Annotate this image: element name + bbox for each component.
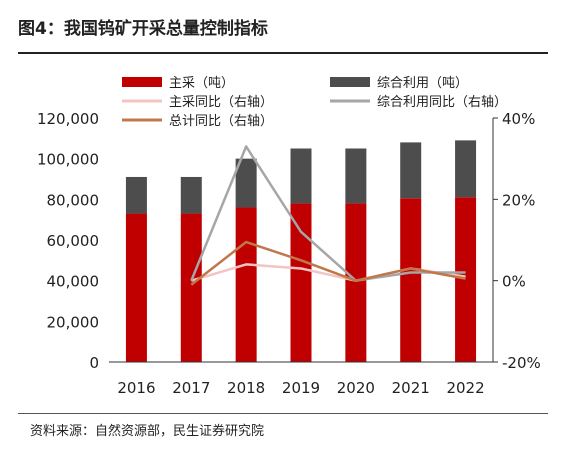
bar-segment (235, 158, 257, 208)
bar-segment (180, 213, 202, 362)
legend-swatch (122, 77, 162, 87)
left-y-tick-label: 60,000 (47, 232, 100, 250)
x-tick-label: 2021 (392, 379, 430, 397)
legend-label: 总计同比（右轴） (169, 114, 273, 129)
series-line (190, 145, 466, 282)
title-divider (18, 52, 548, 54)
right-y-tick-label: 0% (502, 273, 526, 291)
bar-segment (455, 140, 477, 198)
bar-segment (400, 198, 422, 362)
left-y-tick-label: 20,000 (47, 313, 100, 331)
left-y-tick-label: 80,000 (47, 191, 100, 209)
x-tick-label: 2016 (117, 379, 155, 397)
x-tick-label: 2018 (227, 379, 265, 397)
bar-segment (235, 207, 257, 362)
bar-segment (400, 142, 422, 199)
bar-segment (345, 148, 367, 204)
bar-segment (455, 197, 477, 362)
chart-axes: 0 20,000 40,000 60,000 80,000 100,000 120,000 -… (37, 110, 541, 397)
left-y-tick-label: 40,000 (47, 273, 100, 291)
x-tick-label: 2020 (337, 379, 375, 397)
footer-divider (18, 413, 548, 414)
bar-segment (345, 203, 367, 362)
legend-label: 主采（吨） (169, 76, 234, 91)
legend-label: 综合利用同比（右轴） (377, 95, 507, 110)
right-y-tick-label: -20% (502, 354, 541, 372)
left-y-tick-label: 120,000 (37, 110, 99, 128)
chart-legend: 主采（吨） 综合利用（吨） 主采同比（右轴） 综合利用同比（右轴） 总计同比（右轴） (122, 76, 507, 129)
left-y-tick-label: 100,000 (37, 151, 99, 169)
bar-series-group (125, 140, 477, 362)
legend-label: 综合利用（吨） (377, 76, 468, 91)
figure-title: 图4：我国钨矿开采总量控制指标 (18, 19, 268, 39)
legend-label: 主采同比（右轴） (169, 95, 273, 110)
bar-segment (290, 203, 312, 362)
right-y-tick-label: 20% (502, 191, 535, 209)
bar-segment (125, 176, 147, 214)
x-tick-label: 2022 (446, 379, 484, 397)
source-note: 资料来源：自然资源部，民生证券研究院 (30, 424, 265, 439)
bar-segment (290, 148, 312, 204)
bar-segment (125, 213, 147, 362)
line-series-group (190, 145, 466, 286)
bar-segment (180, 176, 202, 214)
left-y-tick-label: 0 (89, 354, 99, 372)
right-y-tick-label: 40% (502, 110, 535, 128)
legend-swatch (330, 77, 370, 87)
series-line (190, 240, 466, 286)
x-tick-label: 2017 (172, 379, 210, 397)
x-tick-label: 2019 (282, 379, 320, 397)
